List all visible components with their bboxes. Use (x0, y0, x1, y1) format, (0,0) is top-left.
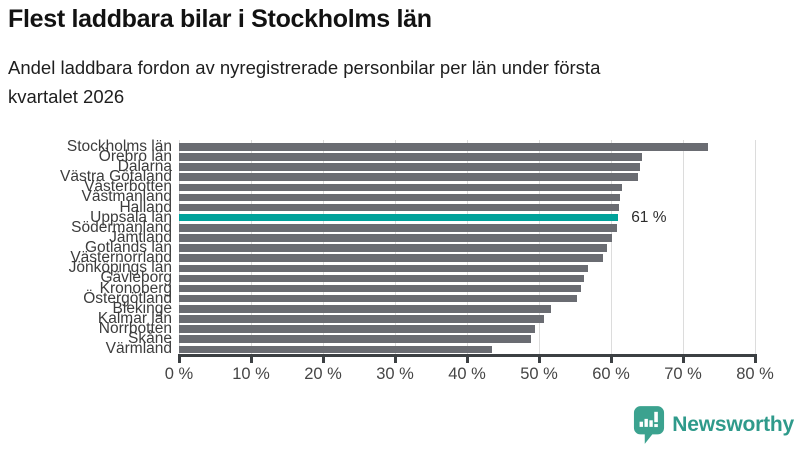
bar-highlighted (179, 213, 619, 222)
x-axis-tick (754, 354, 757, 363)
bar (179, 254, 604, 262)
x-axis-tick (178, 354, 181, 363)
x-axis-tick-label: 80 % (736, 365, 774, 383)
x-axis-tick-label: 50 % (520, 365, 558, 383)
category-label: Gotlands län (84, 239, 172, 257)
chart-title: Flest laddbara bilar i Stockholms län (8, 5, 432, 33)
bar (179, 153, 642, 161)
x-axis-tick-label: 40 % (448, 365, 486, 383)
category-label: Örebro län (98, 147, 172, 165)
x-axis-tick (322, 354, 325, 363)
chart-subtitle-line: kvartalet 2026 (8, 86, 125, 107)
x-axis-tick (538, 354, 541, 363)
chart-subtitle: Andel laddbara fordon av nyregistrerade … (8, 53, 600, 111)
x-axis-tick-label: 10 % (232, 365, 270, 383)
bar (179, 335, 532, 343)
category-label: Jönköpings län (68, 259, 172, 277)
x-axis-tick-label: 70 % (664, 365, 702, 383)
bar (179, 294, 578, 303)
bar (179, 315, 545, 323)
bar (179, 244, 607, 252)
bar (179, 203, 619, 212)
bar (179, 325, 535, 333)
category-label: Kalmar län (97, 309, 172, 327)
category-label: Värmland (105, 340, 172, 358)
category-label: Västmanland (81, 188, 172, 206)
x-axis-tick-label: 60 % (592, 365, 630, 383)
chart-subtitle-line: Andel laddbara fordon av nyregistrerade … (8, 57, 601, 78)
gridline (755, 140, 756, 355)
x-axis-tick (250, 354, 253, 363)
x-axis-tick-label: 20 % (304, 365, 342, 383)
category-label: Halland (119, 198, 172, 216)
bar (179, 234, 613, 242)
category-label: Södermanland (71, 218, 172, 236)
gridline (611, 140, 612, 355)
category-label: Västra Götaland (59, 168, 172, 186)
bar (179, 284, 582, 293)
category-label: Jämtland (109, 228, 172, 246)
bar (179, 173, 639, 181)
bar (179, 305, 551, 313)
category-label: Kronoberg (99, 279, 172, 297)
category-label: Skåne (128, 330, 172, 348)
category-label: Stockholms län (66, 137, 172, 155)
bar (179, 345, 493, 354)
highlight-value-label: 61 % (631, 208, 667, 226)
x-axis-tick (610, 354, 613, 363)
brand-name: Newsworthy (672, 413, 794, 436)
x-axis-tick-label: 30 % (376, 365, 414, 383)
category-label: Dalarna (117, 158, 172, 175)
bar (179, 264, 588, 273)
category-label: Uppsala län (90, 208, 172, 226)
x-axis-tick (466, 354, 469, 363)
bar (179, 274, 584, 283)
category-label: Västernorrland (70, 249, 172, 267)
bar (179, 183, 622, 192)
category-label: Västerbotten (84, 178, 172, 196)
x-axis-tick (394, 354, 397, 363)
bar (179, 224, 617, 232)
x-axis-tick (682, 354, 685, 363)
bar (179, 163, 640, 171)
newsworthy-speech-bubble-bar-chart-icon (634, 406, 665, 444)
bar (179, 143, 709, 151)
footer-logo: Newsworthy (633, 403, 794, 447)
category-label: Blekinge (112, 299, 172, 317)
category-label: Norrbotten (98, 320, 172, 338)
bar (179, 193, 620, 202)
x-axis-tick-label: 0 % (164, 365, 194, 383)
gridline (683, 140, 684, 355)
category-label: Östergötland (83, 289, 172, 307)
category-label: Gävleborg (100, 269, 172, 287)
